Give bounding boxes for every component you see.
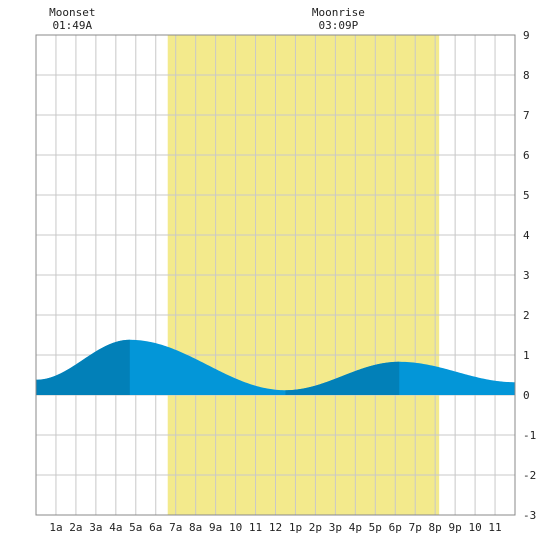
x-tick-label: 7p [409, 521, 422, 534]
x-tick-label: 12 [269, 521, 282, 534]
x-tick-label: 4p [349, 521, 362, 534]
moon-event-time: 03:09P [318, 19, 358, 32]
moon-event-label: Moonset [49, 6, 95, 19]
x-tick-label: 5a [129, 521, 142, 534]
x-tick-label: 6p [389, 521, 402, 534]
tide-area-rising [285, 361, 400, 395]
y-tick-label: 5 [523, 189, 530, 202]
y-tick-label: 4 [523, 229, 530, 242]
x-tick-label: 9a [209, 521, 222, 534]
x-tick-label: 10 [468, 521, 481, 534]
x-tick-label: 1a [49, 521, 62, 534]
y-tick-label: 2 [523, 309, 530, 322]
x-tick-label: 2p [309, 521, 322, 534]
moon-event-time: 01:49A [52, 19, 92, 32]
x-tick-label: 3p [329, 521, 342, 534]
y-tick-label: 8 [523, 69, 530, 82]
y-tick-labels: -3 -2 -1 0 1 2 3 4 5 6 7 8 9 [523, 29, 536, 522]
y-tick-label: -3 [523, 509, 536, 522]
y-tick-label: 6 [523, 149, 530, 162]
x-tick-label: 11 [488, 521, 501, 534]
y-tick-label: 1 [523, 349, 530, 362]
x-tick-label: 8a [189, 521, 202, 534]
tide-area-rising [36, 339, 130, 395]
x-tick-label: 6a [149, 521, 162, 534]
y-tick-label: 9 [523, 29, 530, 42]
x-tick-label: 3a [89, 521, 102, 534]
y-tick-label: -1 [523, 429, 536, 442]
x-tick-label: 9p [449, 521, 462, 534]
x-tick-label: 8p [429, 521, 442, 534]
y-tick-label: -2 [523, 469, 536, 482]
x-tick-label: 4a [109, 521, 122, 534]
grid-layer [36, 35, 515, 515]
x-tick-label: 2a [69, 521, 82, 534]
x-tick-label: 1p [289, 521, 302, 534]
moon-event-label: Moonrise [312, 6, 365, 19]
x-tick-label: 10 [229, 521, 242, 534]
x-tick-label: 11 [249, 521, 262, 534]
y-tick-label: 7 [523, 109, 530, 122]
x-tick-label: 7a [169, 521, 182, 534]
y-tick-label: 3 [523, 269, 530, 282]
x-tick-labels: 1a 2a 3a 4a 5a 6a 7a 8a 9a 10 11 12 1p 2p 3p 4p 5p 6p 7p 8p… [49, 521, 501, 534]
tide-area-layer [36, 339, 515, 395]
x-tick-label: 5p [369, 521, 382, 534]
plot-border [35, 34, 516, 516]
y-tick-label: 0 [523, 389, 530, 402]
